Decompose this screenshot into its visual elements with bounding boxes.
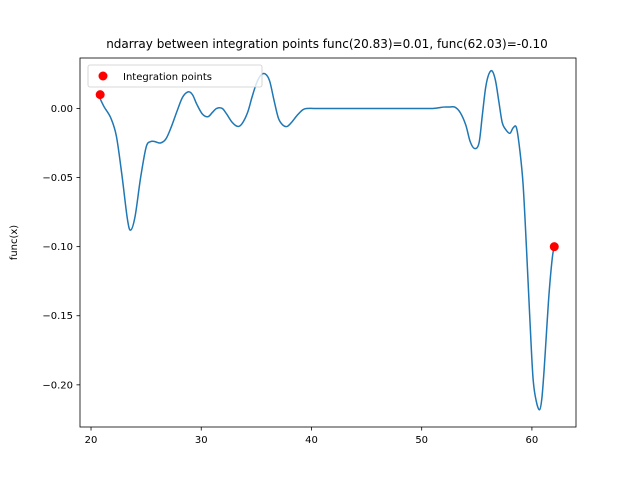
y-tick-label: −0.20 [42, 380, 73, 391]
y-axis-label: func(x) [9, 225, 20, 261]
integration-point [95, 90, 105, 100]
series-line [99, 69, 556, 411]
x-tick-label: 60 [526, 435, 539, 446]
legend-marker [98, 71, 108, 81]
y-tick-label: 0.00 [51, 104, 73, 115]
x-tick-label: 50 [415, 435, 428, 446]
y-axis: 0.00 −0.05 −0.10 −0.15 −0.20 [42, 104, 80, 391]
x-axis: 20 30 40 50 60 [85, 427, 539, 446]
chart-title: ndarray between integration points func(… [106, 37, 548, 51]
points-layer [95, 90, 559, 252]
x-tick-label: 30 [195, 435, 208, 446]
plot-area [79, 57, 577, 428]
x-tick-label: 40 [305, 435, 318, 446]
y-tick-label: −0.05 [42, 173, 73, 184]
legend: Integration points [87, 64, 263, 88]
legend-entry-label: Integration points [123, 72, 212, 83]
y-tick-label: −0.10 [42, 242, 73, 253]
legend-box [87, 64, 263, 88]
y-tick-label: −0.15 [42, 311, 73, 322]
integration-point [549, 242, 559, 252]
axes-frame [79, 57, 577, 428]
series-layer [99, 69, 556, 411]
x-tick-label: 20 [85, 435, 98, 446]
